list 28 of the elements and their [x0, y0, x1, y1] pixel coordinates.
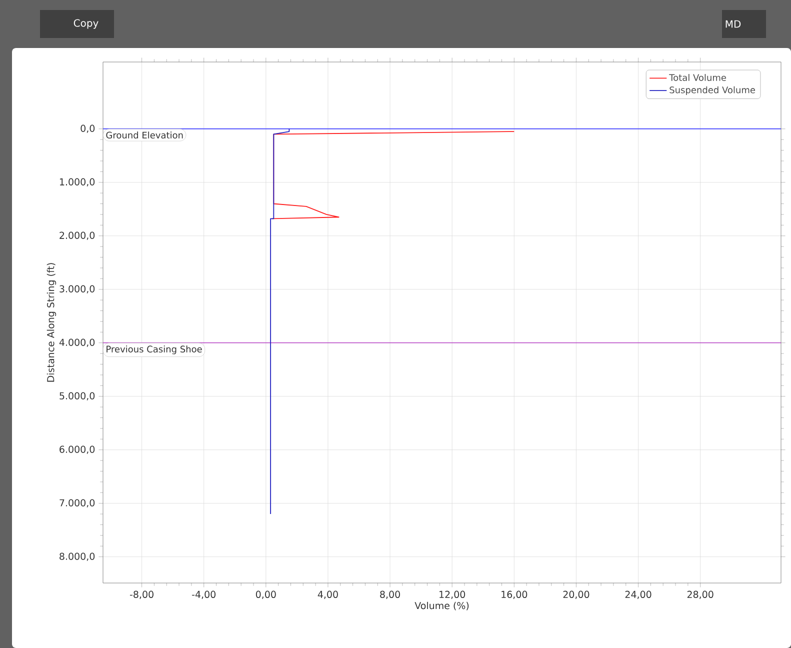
y-tick-label: 4.000,0 [59, 338, 95, 347]
x-tick-label: 4,00 [318, 590, 338, 599]
y-tick-label: 0,0 [80, 124, 95, 133]
y-tick-label: 3.000,0 [60, 285, 95, 294]
x-tick-label: 0,00 [256, 590, 276, 599]
y-tick-label: 8.000,0 [60, 552, 95, 561]
x-tick-label: 28,00 [687, 590, 714, 599]
x-axis-title: Volume (%) [414, 602, 469, 610]
x-tick-label: -4,00 [192, 590, 216, 599]
y-tick-label: 7.000,0 [60, 499, 95, 508]
y-tick-label: 2.000,0 [60, 232, 95, 240]
y-tick-label: 5.000,0 [60, 392, 95, 400]
ref-line-label: Ground Elevation [106, 132, 183, 139]
y-axis-title: Distance Along String (ft) [46, 263, 56, 382]
x-tick-label: 16,00 [502, 590, 528, 599]
legend-label: Suspended Volume [670, 86, 756, 96]
y-tick-label: 1.000,0 [60, 178, 95, 186]
x-tick-label: 12,00 [440, 590, 466, 599]
x-tick-label: 20,00 [563, 590, 590, 599]
x-tick-label: 24,00 [625, 590, 652, 599]
x-tick-label: -8,00 [130, 590, 154, 599]
y-tick-label: 6.000,0 [60, 446, 95, 454]
legend-label: Total Volume [669, 74, 726, 81]
x-tick-label: 8,00 [380, 590, 400, 599]
text: MD [726, 20, 741, 28]
line-series [270, 128, 290, 514]
ref-line-label: Previous Casing Shoe [106, 346, 202, 354]
text: Copy [74, 19, 98, 29]
